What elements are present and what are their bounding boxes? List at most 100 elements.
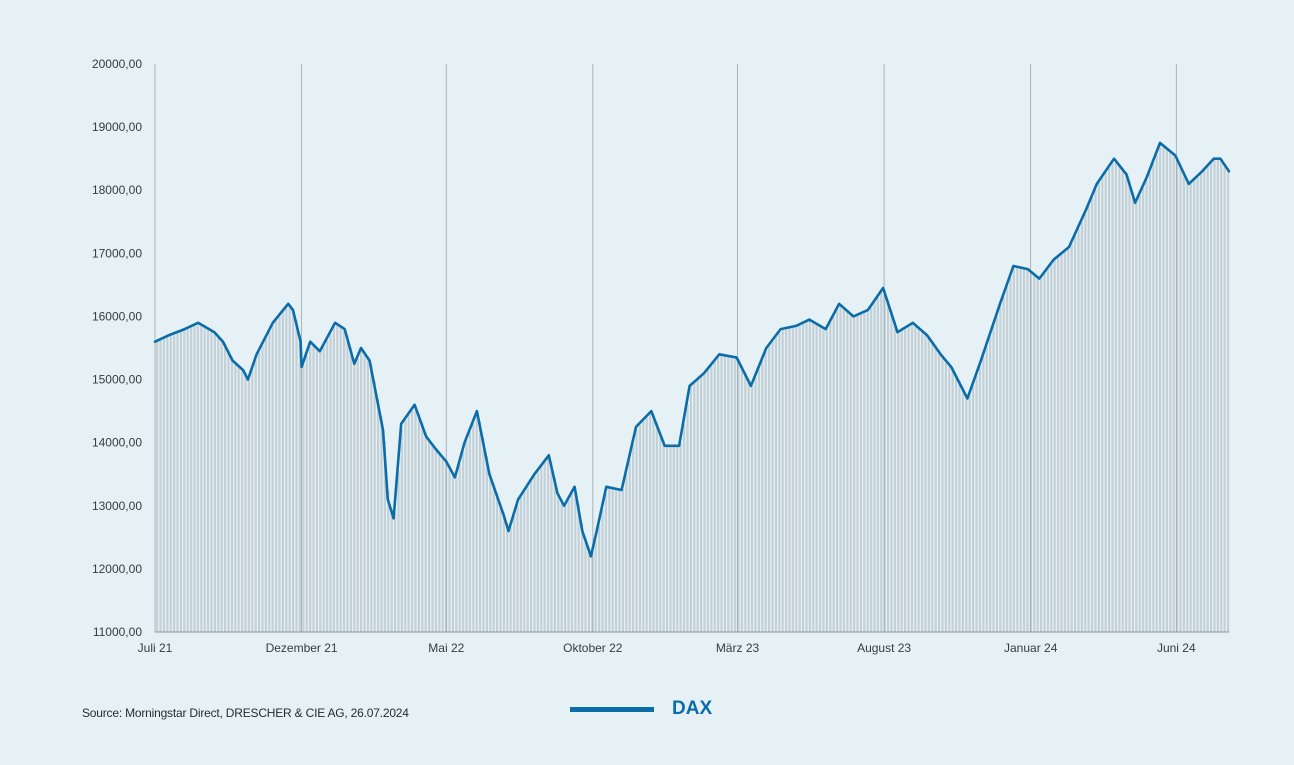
fill-bar <box>540 466 543 632</box>
fill-bar <box>781 328 784 632</box>
fill-bar <box>785 328 788 632</box>
fill-bar <box>523 491 526 632</box>
y-tick-label: 16000,00 <box>92 309 142 323</box>
fill-bar <box>455 476 458 632</box>
fill-bar <box>485 456 488 632</box>
fill-bar <box>1206 166 1209 632</box>
fill-bar <box>264 338 267 632</box>
fill-bar <box>502 512 505 632</box>
fill-bar <box>186 328 189 632</box>
fill-bar <box>1094 189 1097 632</box>
fill-bar <box>1019 267 1022 632</box>
fill-bar <box>1213 159 1216 632</box>
fill-bar <box>353 359 356 632</box>
fill-bar <box>655 422 658 632</box>
fill-bar <box>217 335 220 632</box>
fill-bar <box>893 320 896 632</box>
fill-bar <box>982 356 985 632</box>
fill-bar <box>1172 153 1175 632</box>
fill-bar <box>530 481 533 632</box>
fill-bar <box>1060 254 1063 632</box>
fill-bar <box>428 438 431 632</box>
fill-bar <box>1182 171 1185 633</box>
series-line-dax <box>153 141 1231 558</box>
fill-bar <box>220 339 223 632</box>
fill-bar <box>805 321 808 632</box>
fill-bar <box>1033 273 1036 632</box>
fill-bar <box>169 334 172 632</box>
fill-bar <box>258 351 261 632</box>
fill-bar <box>774 336 777 632</box>
fill-bar <box>832 316 835 632</box>
x-tick-label: Juli 21 <box>138 641 173 655</box>
fill-bar <box>961 387 964 632</box>
y-tick-label: 17000,00 <box>92 246 142 260</box>
fill-bar <box>1077 228 1080 632</box>
fill-bar <box>533 475 536 632</box>
fill-bar <box>200 324 203 632</box>
fill-bar <box>1159 145 1162 632</box>
fill-bar <box>842 307 845 632</box>
fill-bar <box>1097 182 1100 632</box>
fill-bar <box>196 323 199 632</box>
fill-bar <box>543 462 546 632</box>
fill-bar <box>924 332 927 632</box>
fill-bar <box>458 463 461 632</box>
fill-bar <box>377 398 380 632</box>
fill-bar <box>1145 180 1148 632</box>
legend-line-swatch <box>570 706 654 712</box>
fill-bar <box>713 361 716 632</box>
fill-bar <box>275 320 278 632</box>
fill-bar <box>173 333 176 632</box>
fill-bar <box>417 413 420 632</box>
fill-bar <box>829 322 832 632</box>
x-tick-label: Mai 22 <box>428 641 464 655</box>
fill-bar <box>883 289 886 632</box>
fill-bar <box>645 417 648 632</box>
fill-bar <box>492 483 495 632</box>
fill-bar <box>434 447 437 632</box>
fill-bar <box>921 329 924 632</box>
fill-bar <box>1216 158 1219 632</box>
fill-bar <box>278 315 281 632</box>
fill-bar <box>819 325 822 632</box>
fill-bar <box>339 325 342 632</box>
fill-bar <box>948 363 951 632</box>
fill-bar <box>608 487 611 632</box>
fill-bar <box>370 363 373 632</box>
fill-bar <box>394 513 397 632</box>
fill-bar <box>183 329 186 632</box>
y-tick-label: 12000,00 <box>92 562 142 576</box>
fill-bar <box>166 336 169 632</box>
fill-bar <box>506 523 509 632</box>
fill-bar <box>346 335 349 632</box>
fill-bar <box>941 355 944 632</box>
fill-bar <box>1199 173 1202 632</box>
fill-bar <box>1108 167 1111 632</box>
fill-bar <box>193 325 196 632</box>
fill-bar <box>295 320 298 632</box>
fill-bar <box>360 350 363 632</box>
fill-bar <box>989 336 992 632</box>
fill-bar <box>761 360 764 632</box>
fill-bar <box>672 445 675 632</box>
fill-bar <box>754 377 757 632</box>
fill-bar <box>904 328 907 632</box>
y-tick-label: 15000,00 <box>92 373 142 387</box>
fill-bar <box>1043 273 1046 632</box>
y-tick-label: 14000,00 <box>92 436 142 450</box>
fill-bar <box>424 432 427 632</box>
fill-bar <box>570 493 573 632</box>
fill-bar <box>1118 163 1121 632</box>
fill-bar <box>771 341 774 632</box>
fill-bar <box>190 326 193 632</box>
fill-bar <box>292 308 295 632</box>
fill-bar <box>237 365 240 632</box>
fill-bar <box>462 451 465 632</box>
fill-bar <box>441 456 444 632</box>
fill-bar <box>1169 150 1172 632</box>
fill-bar <box>927 336 930 632</box>
fill-bar <box>1193 179 1196 632</box>
x-tick-label: März 23 <box>716 641 760 655</box>
fill-bar <box>254 360 257 632</box>
